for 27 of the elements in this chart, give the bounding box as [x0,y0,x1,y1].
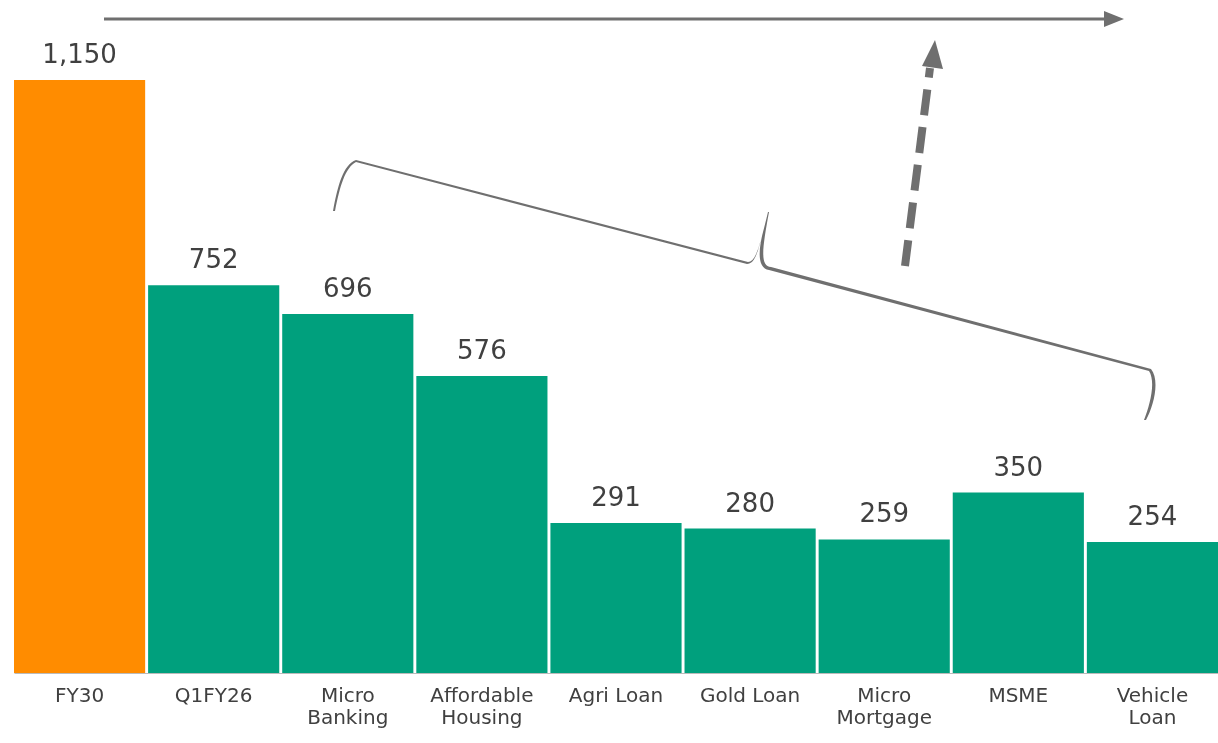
data-label: 280 [725,487,775,518]
x-tick-label: Agri Loan [568,682,664,707]
data-label: 752 [188,244,239,275]
bar [14,80,146,673]
x-tick-label: Vehicle Loan [1116,682,1189,729]
bar [416,375,548,673]
data-label: 1,150 [42,39,117,69]
bar [148,285,280,673]
x-tick-label: Micro Banking [307,682,389,729]
data-label: 254 [1127,501,1178,532]
data-label: 259 [859,498,910,529]
data-label: 576 [457,334,507,365]
data-label: 696 [322,273,373,304]
x-tick-label: Affordable Housing [430,682,534,729]
bar [952,492,1084,673]
bar [1086,542,1218,673]
bar [684,528,816,673]
data-label: 291 [591,481,641,512]
x-tick-label: FY30 [54,682,105,707]
x-tick-label: Micro Mortgage [836,682,932,729]
x-tick-label: Gold Loan [699,682,801,707]
x-tick-label: Q1FY26 [174,682,253,707]
x-tick-label: MSME [988,682,1049,707]
bar [550,522,682,673]
bar [818,539,950,673]
bar [282,314,414,673]
data-label: 350 [993,451,1044,482]
